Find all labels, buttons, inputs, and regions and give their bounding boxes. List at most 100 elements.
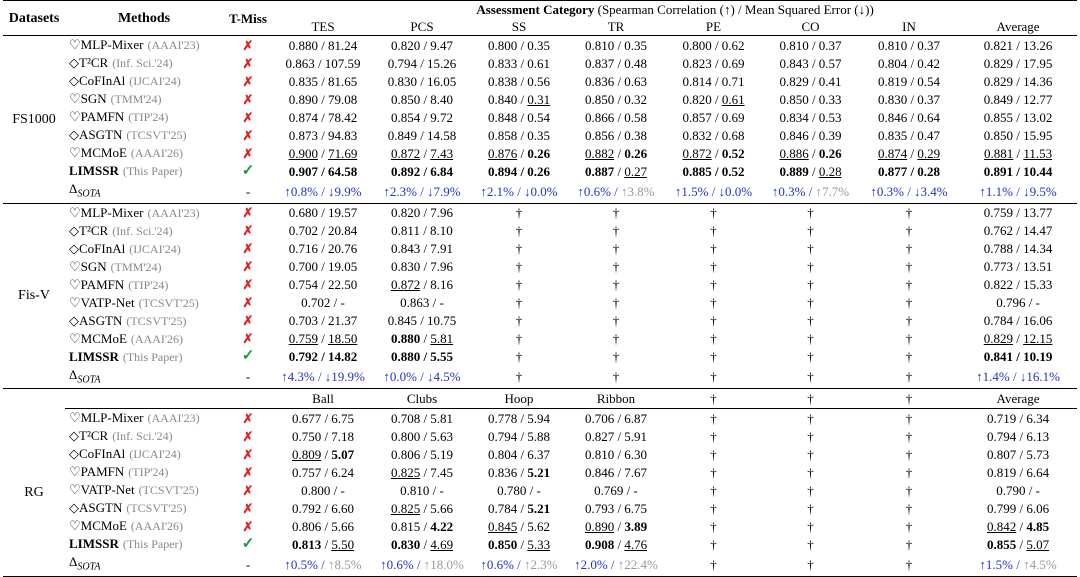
method-venue: (TIP'24) [128,277,169,292]
cell-segment: † [612,223,620,239]
metric-cell: 0.830 / 4.69 [373,535,471,553]
metric-cell: 0.834 / 0.53 [762,108,859,126]
cell-segment: 0.835 / 81.65 [288,73,358,89]
metric-cell: 0.855 / 13.02 [959,108,1077,126]
cell-segment: / [711,145,722,161]
metric-cell: 0.866 / 0.58 [567,108,665,126]
method-name: ♡MLP-Mixer (AAAI'23) [65,409,223,428]
cell-segment: 0.719 / 6.34 [986,410,1050,426]
cell-segment: † [710,556,717,572]
cell-segment: 0.29 [917,145,941,161]
subheader-clubs: Clubs [373,388,471,410]
metric-cell: † [665,427,762,445]
cell-segment: 0.892 / 6.84 [390,163,454,179]
cell-segment: 0.874 [877,145,908,161]
metric-cell: 0.881 / 11.53 [959,144,1077,162]
method-name: LIMSSR (This Paper) [65,348,223,366]
metric-cell: † [859,222,959,240]
metric-cell: ↑0.3% / ↓3.4% [859,180,959,204]
cell-segment: ↑2.1% / ↓0.0% [480,183,558,199]
metric-cell: 0.794 / 15.26 [373,54,471,72]
metric-cell: 0.845 / 5.62 [471,517,567,535]
metric-cell: 0.757 / 6.24 [273,463,373,481]
cell-segment: † [710,428,717,444]
tmiss-dash: - [223,553,273,577]
table-row: LIMSSR (This Paper) ✓ 0.813 / 5.50 0.830 / 4… [3,535,1077,553]
metric-cell: 0.872 / 8.16 [373,276,471,294]
table-row: ♡SGN (TMM'24) ✗ 0.700 / 19.05 0.830 / 7.96 † †… [3,258,1077,276]
metric-cell: 0.762 / 14.47 [959,222,1077,240]
cell-segment: 0.784 / 16.06 [983,313,1053,329]
subheader-hoop: Hoop [471,388,567,410]
cell-segment: 0.880 / 5.55 [390,349,454,365]
cell-segment: 0.842 [986,518,1017,534]
subheader-dagger: † [762,388,859,410]
cell-segment: 0.850 / 8.40 [390,91,454,107]
header-datasets: Datasets [3,0,65,36]
metric-cell: ↑0.6% / ↑3.8% [567,180,665,204]
cell-segment: 7.43 [430,145,454,161]
cell-segment: † [710,369,717,385]
method-label: ◇ASGTN [69,127,123,142]
cell-segment: / 7.45 [420,464,454,480]
method-venue: (IJCAI'24) [129,447,181,462]
cell-segment: 0.872 [390,277,421,293]
cell-segment: 0.788 / 14.34 [983,241,1053,257]
cell-segment: † [905,556,913,572]
metric-cell: 0.792 / 6.60 [273,499,373,517]
metric-cell: † [567,222,665,240]
cell-segment: 0.815 / [390,518,431,534]
cell-segment: † [905,331,913,347]
cell-segment: † [905,500,913,516]
cell-segment: 0.677 / 6.75 [291,410,355,426]
subheader-empty [3,388,65,409]
metric-cell: 0.877 / 0.28 [859,162,959,180]
method-name: ◇T²CR (Inf. Sci.'24) [65,54,223,72]
dataset-label: Fis-V [3,202,65,390]
cell-segment: 0.849 / 14.58 [387,127,457,143]
cell-segment: 0.908 [584,536,615,552]
column-header-in: IN [859,18,959,36]
metric-cell: ↑1.5% / ↓0.0% [665,180,762,204]
subheader-dagger: † [859,388,959,410]
method-label: ♡PAMFN [69,109,125,124]
cell-segment: † [515,295,523,311]
dataset-label: RG [3,408,65,577]
cell-segment: † [515,369,523,385]
cell-segment: † [905,205,913,221]
cell-segment: 0.813 [291,536,322,552]
metric-cell: 0.840 / 0.31 [471,90,567,108]
tmiss-cross-icon: ✗ [242,37,254,53]
cell-segment: † [710,241,717,257]
cell-segment: † [515,349,523,365]
metric-cell: † [859,427,959,445]
metric-cell: 0.850 / 0.33 [762,90,859,108]
metric-cell: 0.807 / 5.73 [959,445,1077,463]
cell-segment: / [420,536,431,552]
method-venue: (TIP'24) [128,110,169,124]
cell-segment: 18.50 [328,331,358,347]
metric-cell: 0.794 / 5.88 [471,427,567,445]
metric-cell: † [762,427,859,445]
method-name: ΔSOTA [65,553,223,577]
metric-cell: † [762,222,859,240]
metric-cell: 0.799 / 6.06 [959,499,1077,517]
method-venue: (TMM'24) [110,92,162,106]
cell-segment: / [614,163,625,179]
metric-cell: ↑4.3% / ↓19.9% [273,365,373,390]
method-name: ♡MLP-Mixer (AAAI'23) [65,202,223,222]
metric-cell: † [567,330,665,348]
metric-cell: ↑0.8% / ↓9.9% [273,180,373,204]
cell-segment: 0.855 / 13.02 [983,109,1053,125]
method-name: ♡MLP-Mixer (AAAI'23) [65,36,223,55]
cell-segment: 0.894 / 0.26 [487,163,551,179]
metric-cell: † [665,409,762,428]
cell-segment: 0.863 / 107.59 [285,55,361,71]
cell-segment: 0.794 / 5.88 [487,428,551,444]
method-label: ◇CoFInAl [69,240,126,256]
metric-cell: † [762,312,859,330]
method-label: ♡MCMoE [69,145,127,160]
cell-segment: † [515,223,523,239]
metric-cell: 0.850 / 5.33 [471,535,567,553]
cell-segment: 0.890 / 79.08 [288,91,358,107]
